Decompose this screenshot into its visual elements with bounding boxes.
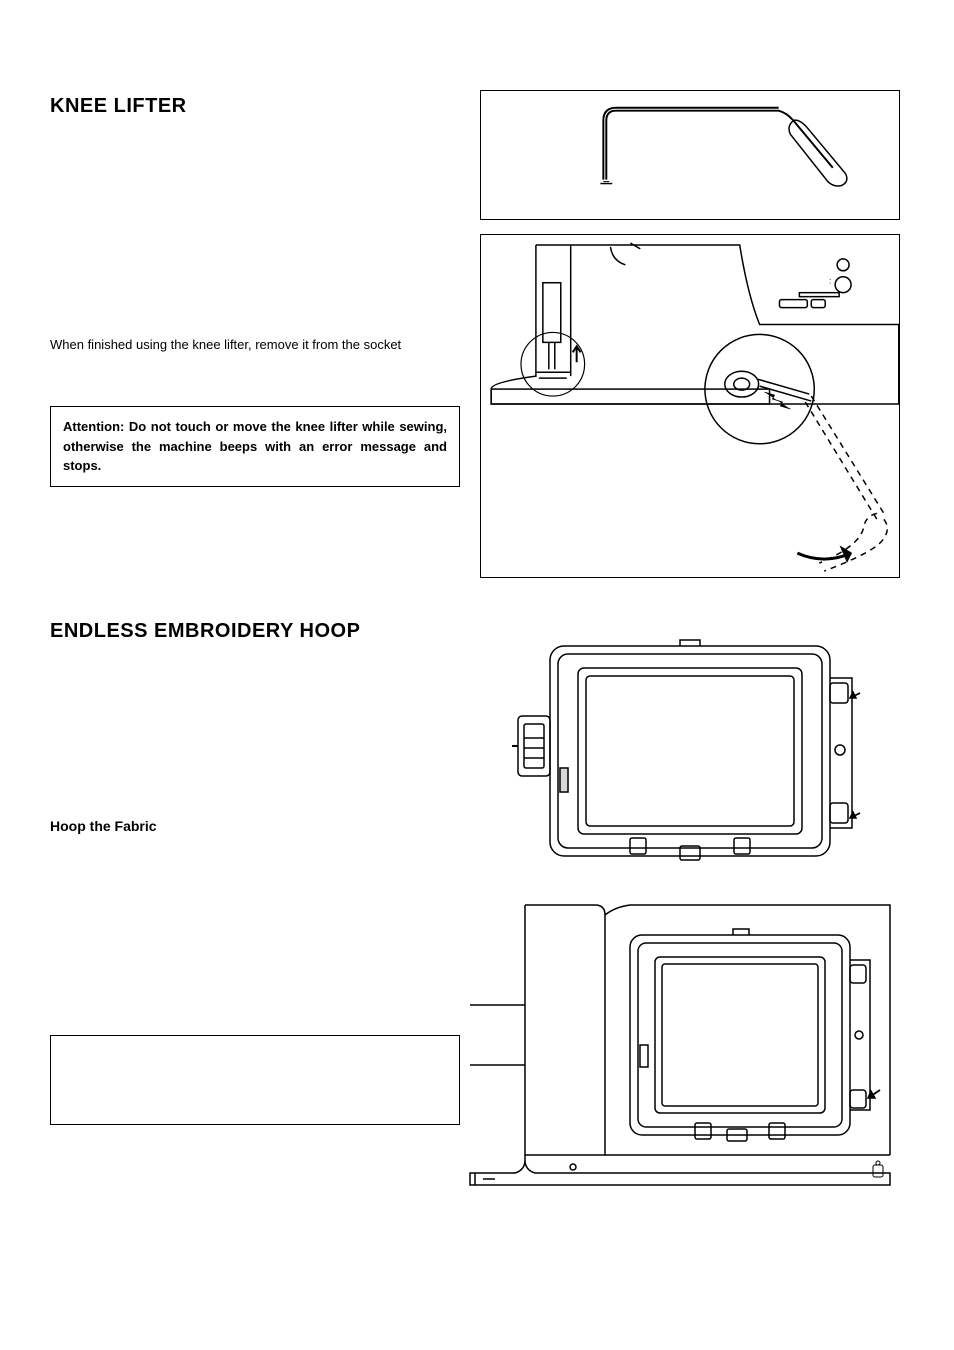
section-title-endless-hoop: ENDLESS EMBROIDERY HOOP — [50, 620, 460, 643]
hoop-fabric-subheading: Hoop the Fabric — [50, 818, 460, 834]
svg-text::: : — [829, 277, 831, 286]
figure-machine-knee-lifter: : — [480, 234, 900, 578]
figure-knee-lifter-bar — [480, 90, 900, 220]
knee-lifter-body-text: When finished using the knee lifter, rem… — [50, 336, 460, 354]
attention-box: Attention: Do not touch or move the knee… — [50, 406, 460, 487]
figure-hoop-top — [500, 638, 870, 866]
attention-label: Attention: — [63, 419, 124, 434]
figure-hoop-machine — [465, 895, 895, 1195]
section-title-knee-lifter: KNEE LIFTER — [50, 95, 460, 118]
empty-bordered-box — [50, 1035, 460, 1125]
